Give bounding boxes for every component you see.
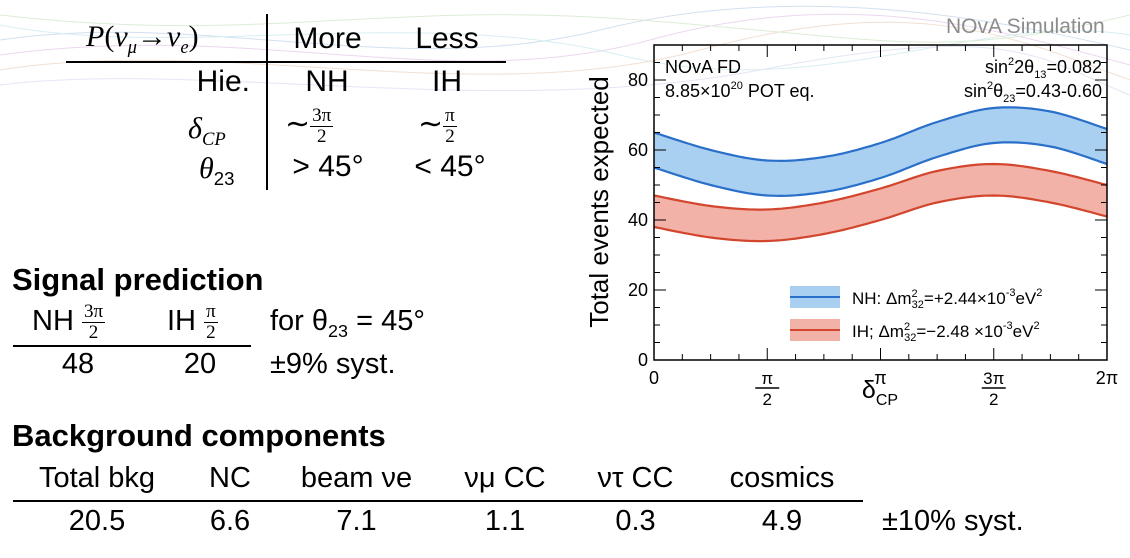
y-tick-label: 80	[628, 70, 648, 90]
bkg-col-total: Total bkg	[38, 462, 156, 494]
signal-nh-label: NH 3π 2	[32, 301, 106, 343]
bkg-col-beam: beam νe	[300, 462, 413, 494]
row-theta-more: > 45°	[292, 150, 364, 183]
signal-syst: ±9% syst.	[270, 348, 396, 380]
row-dcp-label: δCP	[188, 112, 226, 150]
bkg-syst: ±10% syst.	[882, 505, 1024, 537]
row-hie-label: Hie.	[196, 65, 250, 98]
x-tick-label: 3π2	[981, 369, 1006, 409]
series-line-lower-0	[653, 141, 1108, 198]
x-tick-label: π	[874, 368, 886, 388]
svg-text:3π: 3π	[983, 369, 1004, 388]
y-tick-label: 20	[628, 280, 648, 300]
legend-ih-text: IH; Δm2 32=−2.48 ×10-3eV2	[852, 320, 1040, 344]
row-hie-less: IH	[432, 65, 462, 98]
annotation-theta13: sin22θ13=0.082	[985, 56, 1102, 81]
signal-nh-value: 48	[61, 348, 95, 380]
y-tick-label: 60	[628, 140, 648, 160]
row-dcp-more: ∼ 3π 2	[285, 105, 334, 147]
svg-text:π: π	[761, 369, 773, 388]
signal-ih-value: 20	[183, 348, 217, 380]
series-line-lower-1	[653, 194, 1108, 243]
row-theta-less: < 45°	[414, 150, 486, 183]
bkg-val-nutau: 0.3	[615, 505, 656, 537]
legend-nh-text: NH: Δm2 32=+2.44×10-3eV2	[852, 287, 1042, 311]
bkg-val-cosmics: 4.9	[761, 505, 803, 537]
x-tick-label: π2	[755, 369, 780, 409]
watermark: NOvA Simulation	[946, 15, 1105, 38]
signal-rule	[13, 345, 251, 347]
bkg-col-cosmics: cosmics	[729, 462, 835, 494]
legend: NH: Δm2 32=+2.44×10-3eV2 IH; Δm2 32=−2.48 …	[790, 286, 1042, 344]
bkg-col-nc: NC	[209, 462, 251, 494]
bkg-col-numu: νμ CC	[464, 462, 546, 494]
series-line-upper-0	[653, 106, 1108, 163]
header-less: Less	[415, 22, 479, 55]
bkg-val-beam: 7.1	[336, 505, 377, 537]
annotation-theta23: sin2θ23=0.43-0.60	[964, 80, 1102, 105]
bkg-val-total: 20.5	[68, 505, 126, 537]
y-axis-label: Total events expected	[584, 76, 614, 328]
table-header-label: P(νμ→νe)	[86, 20, 199, 58]
signal-heading: Signal prediction	[12, 262, 264, 297]
table-vrule	[266, 14, 268, 190]
header-more: More	[293, 22, 362, 55]
svg-text:2: 2	[763, 390, 772, 409]
y-tick-label: 40	[628, 210, 648, 230]
bkg-rule	[13, 500, 863, 502]
series-band-0	[654, 107, 1107, 196]
svg-text:2: 2	[989, 390, 998, 409]
series-line-upper-1	[653, 162, 1108, 211]
bkg-col-nutau: ντ CC	[597, 462, 674, 494]
table-rule	[66, 61, 506, 63]
series-band-1	[654, 164, 1107, 242]
row-hie-more: NH	[305, 65, 349, 98]
bkg-val-numu: 1.1	[484, 505, 526, 537]
y-tick-label: 0	[638, 350, 648, 370]
annotation-fd: NOvA FD	[665, 57, 741, 77]
row-theta-label: θ23	[199, 152, 235, 189]
x-axis-label: δCP	[862, 376, 898, 409]
annotation-pot: 8.85×1020 POT eq.	[665, 80, 815, 101]
x-tick-label: 2π	[1096, 368, 1118, 388]
signal-condition: for θ23 = 45°	[270, 305, 425, 341]
row-dcp-less: ∼ π 2	[418, 105, 457, 147]
bkg-val-nc: 6.6	[209, 505, 251, 537]
background-heading: Background components	[12, 418, 386, 453]
x-tick-label: 0	[649, 368, 659, 388]
